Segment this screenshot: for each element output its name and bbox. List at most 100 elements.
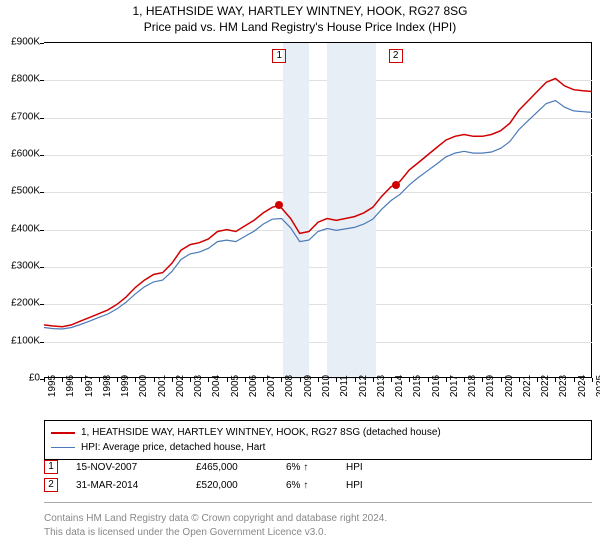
y-axis-label: £700K (11, 111, 40, 122)
x-tick (62, 378, 63, 382)
x-axis-label: 2024 (577, 375, 588, 397)
x-tick (446, 378, 447, 382)
event-date: 31-MAR-2014 (76, 480, 196, 491)
x-axis-label: 1999 (120, 375, 131, 397)
event-price: £465,000 (196, 462, 286, 473)
y-tick (40, 304, 44, 305)
x-tick (501, 378, 502, 382)
x-axis-label: 2020 (504, 375, 515, 397)
footnote-line-2: This data is licensed under the Open Gov… (44, 526, 387, 540)
x-axis-label: 2022 (540, 375, 551, 397)
x-axis-label: 2012 (358, 375, 369, 397)
x-tick (373, 378, 374, 382)
series-price_paid (44, 79, 592, 327)
event-marker-box: 2 (389, 49, 403, 63)
x-tick (592, 378, 593, 382)
x-axis-label: 2003 (193, 375, 204, 397)
x-tick (300, 378, 301, 382)
plot-area: 12 (44, 42, 592, 378)
event-delta: 6% ↑ (286, 480, 346, 491)
x-tick (81, 378, 82, 382)
y-tick (40, 43, 44, 44)
legend-box: 1, HEATHSIDE WAY, HARTLEY WINTNEY, HOOK,… (44, 420, 592, 460)
title-line-1: 1, HEATHSIDE WAY, HARTLEY WINTNEY, HOOK,… (0, 4, 600, 20)
title-line-2: Price paid vs. HM Land Registry's House … (0, 20, 600, 36)
x-axis-label: 2004 (211, 375, 222, 397)
x-axis-label: 1998 (102, 375, 113, 397)
x-tick (227, 378, 228, 382)
x-tick (428, 378, 429, 382)
x-axis-label: 2016 (431, 375, 442, 397)
x-tick (519, 378, 520, 382)
y-axis-label: £100K (11, 335, 40, 346)
y-axis-label: £600K (11, 149, 40, 160)
x-axis-label: 2010 (321, 375, 332, 397)
x-axis-label: 2009 (303, 375, 314, 397)
event-price: £520,000 (196, 480, 286, 491)
events-table: 115-NOV-2007£465,0006% ↑HPI 2 31-MAR-2014£… (44, 460, 592, 503)
x-axis-label: 2011 (339, 375, 350, 397)
x-tick (99, 378, 100, 382)
y-tick (40, 80, 44, 81)
titles: 1, HEATHSIDE WAY, HARTLEY WINTNEY, HOOK,… (0, 0, 600, 35)
x-tick (318, 378, 319, 382)
y-axis-label: £200K (11, 298, 40, 309)
x-tick (464, 378, 465, 382)
x-tick (245, 378, 246, 382)
x-tick (208, 378, 209, 382)
footnote-line-1: Contains HM Land Registry data © Crown c… (44, 512, 387, 526)
event-marker-dot (392, 181, 400, 189)
y-tick (40, 118, 44, 119)
y-axis-label: £900K (11, 37, 40, 48)
x-tick (117, 378, 118, 382)
x-tick (482, 378, 483, 382)
x-tick (281, 378, 282, 382)
event-ref: HPI (346, 462, 363, 473)
chart-container: 1, HEATHSIDE WAY, HARTLEY WINTNEY, HOOK,… (0, 0, 600, 560)
x-axis-label: 2021 (522, 375, 533, 397)
y-tick (40, 267, 44, 268)
x-axis-label: 2001 (157, 375, 168, 397)
x-tick (391, 378, 392, 382)
legend-label: 1, HEATHSIDE WAY, HARTLEY WINTNEY, HOOK,… (81, 425, 441, 440)
x-axis-label: 2015 (412, 375, 423, 397)
x-axis-label: 2006 (248, 375, 259, 397)
x-axis-label: 2014 (394, 375, 405, 397)
x-tick (172, 378, 173, 382)
x-tick (355, 378, 356, 382)
x-tick (44, 378, 45, 382)
x-axis-label: 2013 (376, 375, 387, 397)
x-axis-label: 2023 (558, 375, 569, 397)
x-tick (537, 378, 538, 382)
event-row: 115-NOV-2007£465,0006% ↑HPI (44, 460, 592, 474)
x-tick (135, 378, 136, 382)
series-hpi (44, 101, 592, 330)
x-tick (154, 378, 155, 382)
event-number-box: 1 (44, 460, 58, 474)
x-tick (336, 378, 337, 382)
x-axis-label: 2005 (230, 375, 241, 397)
y-axis-label: £800K (11, 74, 40, 85)
x-axis-label: 2017 (449, 375, 460, 397)
event-number-box: 2 (44, 478, 58, 492)
y-axis-label: £300K (11, 261, 40, 272)
x-tick (263, 378, 264, 382)
event-delta: 6% ↑ (286, 462, 346, 473)
x-axis-label: 2002 (175, 375, 186, 397)
x-axis-label: 1997 (84, 375, 95, 397)
y-tick (40, 155, 44, 156)
line-series-svg (44, 43, 592, 379)
legend-swatch (51, 447, 75, 448)
x-axis-label: 2019 (485, 375, 496, 397)
legend-row: 1, HEATHSIDE WAY, HARTLEY WINTNEY, HOOK,… (51, 425, 585, 440)
legend-row: HPI: Average price, detached house, Hart (51, 440, 585, 455)
chart-area: 12 £0£100K£200K£300K£400K£500K£600K£700K… (44, 42, 592, 412)
footnote: Contains HM Land Registry data © Crown c… (44, 512, 387, 539)
x-axis-label: 2018 (467, 375, 478, 397)
y-tick (40, 342, 44, 343)
y-axis-label: £400K (11, 223, 40, 234)
event-ref: HPI (346, 480, 363, 491)
x-axis-label: 1995 (47, 375, 58, 397)
x-axis-label: 2008 (284, 375, 295, 397)
x-tick (555, 378, 556, 382)
